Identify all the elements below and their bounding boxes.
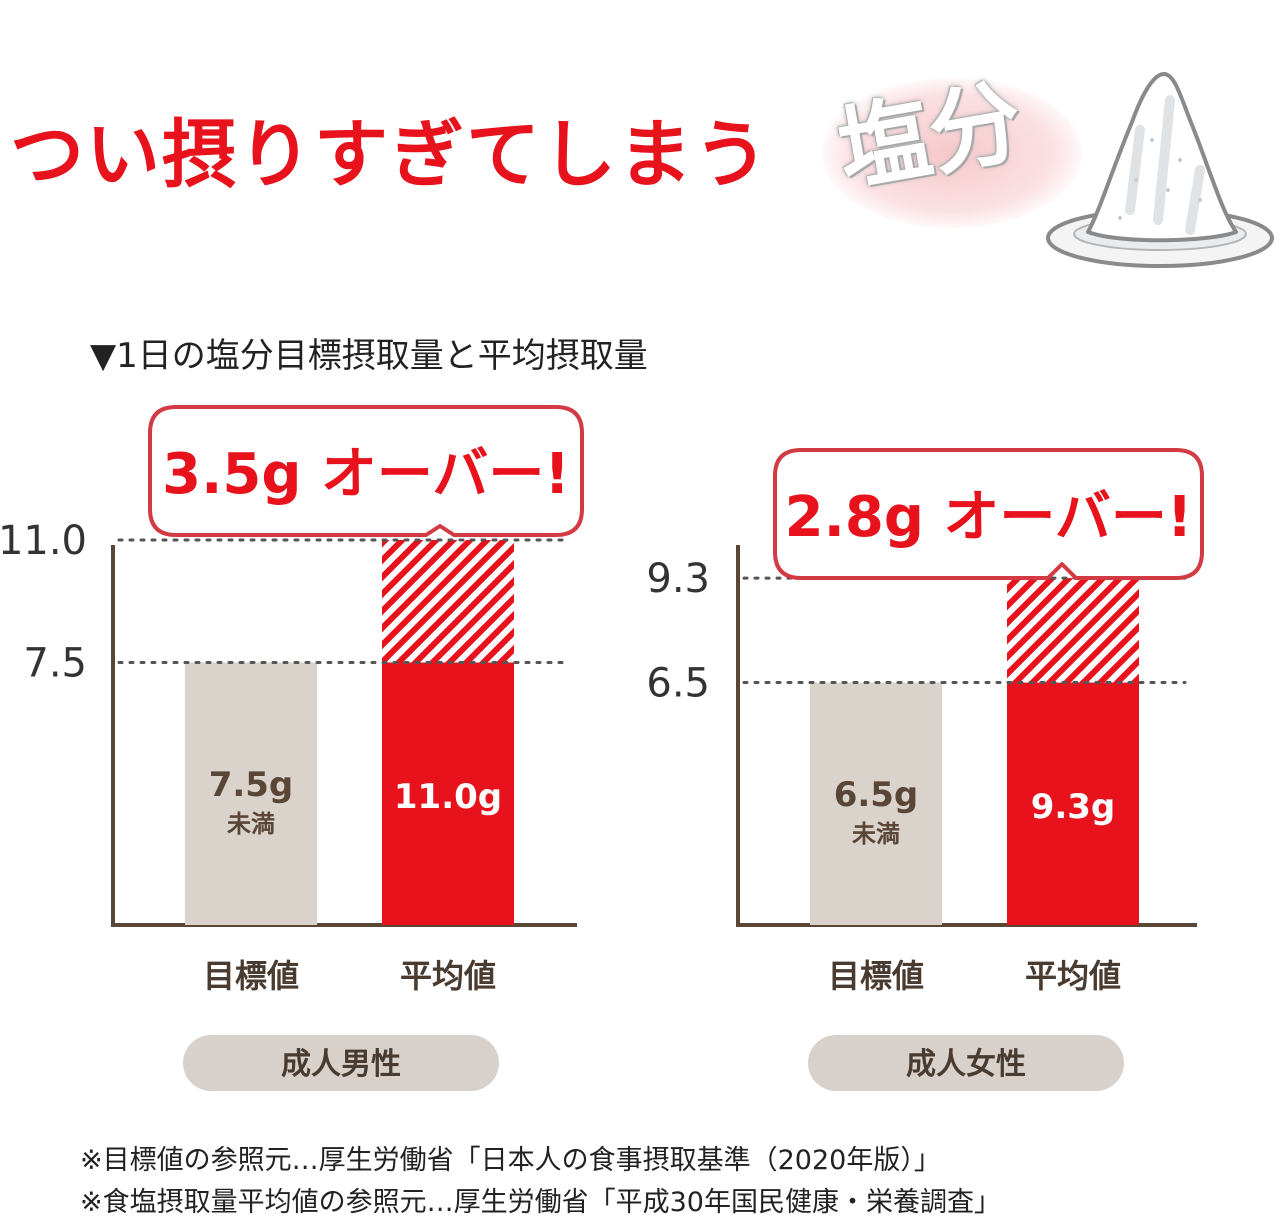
- footnote-2: ※食塩摂取量平均値の参照元…厚生労働省「平成30年国民健康・栄養調査」: [80, 1187, 1001, 1218]
- chart-adult-female: 9.3 6.5 6.5g 未満 9.3g 目標値 平均値成人女性 2.8g オーバー!: [620, 395, 1260, 1095]
- y-tick-label: 7.5: [23, 641, 87, 687]
- category-label: 平均値: [400, 957, 496, 995]
- chart-adult-male: 11.0 7.5 7.5g 未満 11.0g 目標値 平均値成人男性 3.5g オーバー!: [0, 395, 640, 1095]
- bar-average: [1007, 682, 1139, 925]
- chart-subtitle: ▼1日の塩分目標摂取量と平均摂取量: [90, 336, 648, 376]
- y-tick-label: 6.5: [646, 661, 710, 707]
- footnote-1: ※目標値の参照元…厚生労働省「日本人の食事摂取基準（2020年版）」: [80, 1145, 941, 1176]
- headline: つい摂りすぎてしまう: [10, 112, 770, 198]
- bar-excess-hatched: [1007, 578, 1139, 683]
- callout-text: 2.8g オーバー!: [785, 485, 1193, 550]
- callout-text: 3.5g オーバー!: [162, 442, 570, 507]
- y-tick-label: 11.0: [0, 518, 87, 564]
- keyword-glow: [822, 78, 1082, 228]
- y-tick-label: 9.3: [646, 556, 710, 602]
- salt-pile-icon: [1046, 72, 1274, 268]
- category-label: 目標値: [203, 957, 299, 995]
- bar-value-label: 9.3g: [1031, 787, 1116, 827]
- category-label: 平均値: [1025, 957, 1121, 995]
- group-pill: [183, 1035, 499, 1091]
- bar-sublabel: 未満: [227, 810, 275, 838]
- bar-average: [382, 662, 514, 925]
- bar-value-label: 7.5g: [209, 765, 294, 805]
- bar-target: [810, 682, 942, 925]
- bar-target: [185, 662, 317, 925]
- bar-value-label: 11.0g: [394, 777, 502, 817]
- group-label: 成人女性: [906, 1047, 1026, 1082]
- group-label: 成人男性: [281, 1047, 401, 1082]
- category-label: 目標値: [828, 957, 924, 995]
- bar-sublabel: 未満: [852, 820, 900, 848]
- callout-bubble: [148, 405, 584, 537]
- group-pill: [808, 1035, 1124, 1091]
- callout-bubble: [773, 448, 1204, 580]
- bar-excess-hatched: [382, 540, 514, 663]
- bar-value-label: 6.5g: [834, 775, 919, 815]
